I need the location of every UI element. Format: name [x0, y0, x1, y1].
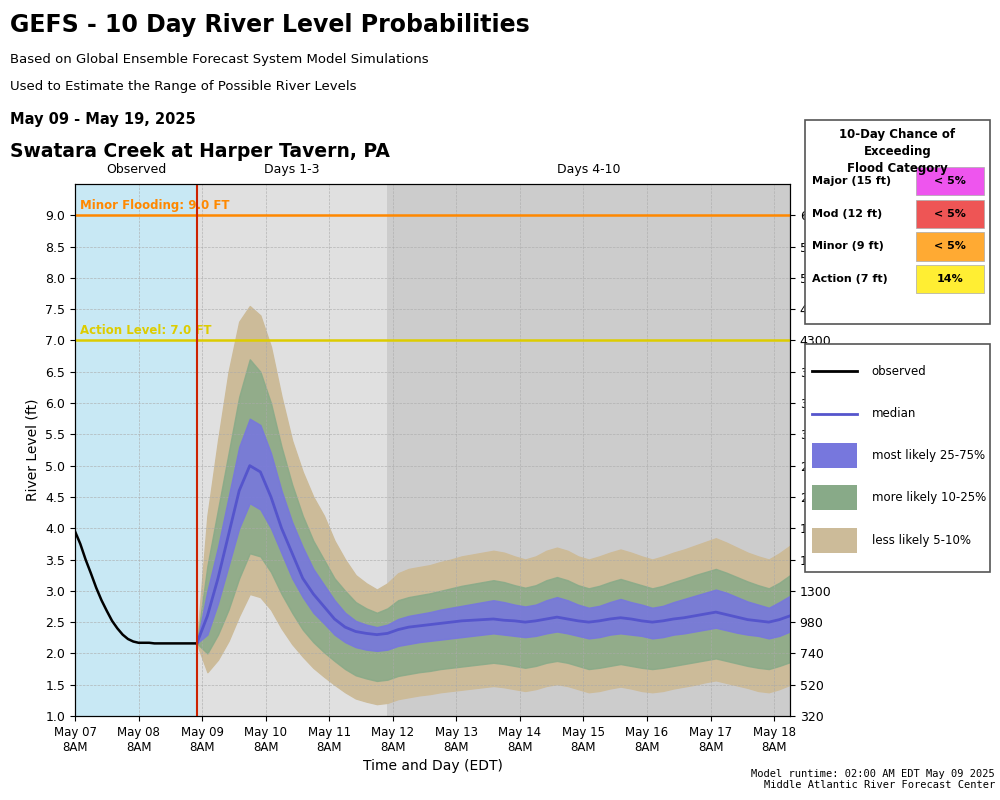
Text: observed: observed: [872, 365, 926, 378]
Text: GEFS - 10 Day River Level Probabilities: GEFS - 10 Day River Level Probabilities: [10, 13, 530, 37]
Text: < 5%: < 5%: [934, 209, 966, 219]
Y-axis label: River Flow (cfs): River Flow (cfs): [838, 397, 852, 503]
Text: May 09 - May 19, 2025: May 09 - May 19, 2025: [10, 112, 196, 127]
Text: Days 4-10: Days 4-10: [557, 163, 620, 176]
X-axis label: Time and Day (EDT): Time and Day (EDT): [363, 759, 502, 774]
Text: median: median: [872, 407, 916, 420]
Text: Action Level: 7.0 FT: Action Level: 7.0 FT: [80, 324, 212, 337]
Text: Mod (12 ft): Mod (12 ft): [812, 209, 883, 219]
Bar: [75, 184, 197, 716]
Text: more likely 10-25%: more likely 10-25%: [872, 491, 986, 505]
Bar: [916, 167, 984, 195]
Text: Based on Global Ensemble Forecast System Model Simulations: Based on Global Ensemble Forecast System…: [10, 53, 429, 66]
Bar: [916, 199, 984, 228]
Bar: [387, 184, 790, 716]
Text: Observed: Observed: [106, 163, 166, 176]
Text: Model runtime: 02:00 AM EDT May 09 2025
Middle Atlantic River Forecast Center: Model runtime: 02:00 AM EDT May 09 2025 …: [751, 769, 995, 790]
Text: most likely 25-75%: most likely 25-75%: [872, 450, 985, 462]
Bar: [916, 232, 984, 261]
Text: Minor (9 ft): Minor (9 ft): [812, 242, 884, 251]
Bar: [812, 443, 857, 468]
Text: < 5%: < 5%: [934, 242, 966, 251]
Text: Major (15 ft): Major (15 ft): [812, 176, 892, 186]
Text: 10-Day Chance of
Exceeding
Flood Category: 10-Day Chance of Exceeding Flood Categor…: [839, 128, 956, 175]
Bar: [197, 184, 387, 716]
Text: < 5%: < 5%: [934, 176, 966, 186]
Text: Swatara Creek at Harper Tavern, PA: Swatara Creek at Harper Tavern, PA: [10, 142, 390, 161]
Bar: [812, 486, 857, 510]
Y-axis label: River Level (ft): River Level (ft): [26, 398, 40, 502]
Text: less likely 5-10%: less likely 5-10%: [872, 534, 971, 546]
Bar: [812, 527, 857, 553]
Text: 14%: 14%: [937, 274, 964, 284]
Text: Action (7 ft): Action (7 ft): [812, 274, 888, 284]
Text: Used to Estimate the Range of Possible River Levels: Used to Estimate the Range of Possible R…: [10, 80, 356, 94]
Text: Days 1-3: Days 1-3: [264, 163, 320, 176]
Bar: [916, 265, 984, 294]
Text: Minor Flooding: 9.0 FT: Minor Flooding: 9.0 FT: [80, 198, 230, 211]
